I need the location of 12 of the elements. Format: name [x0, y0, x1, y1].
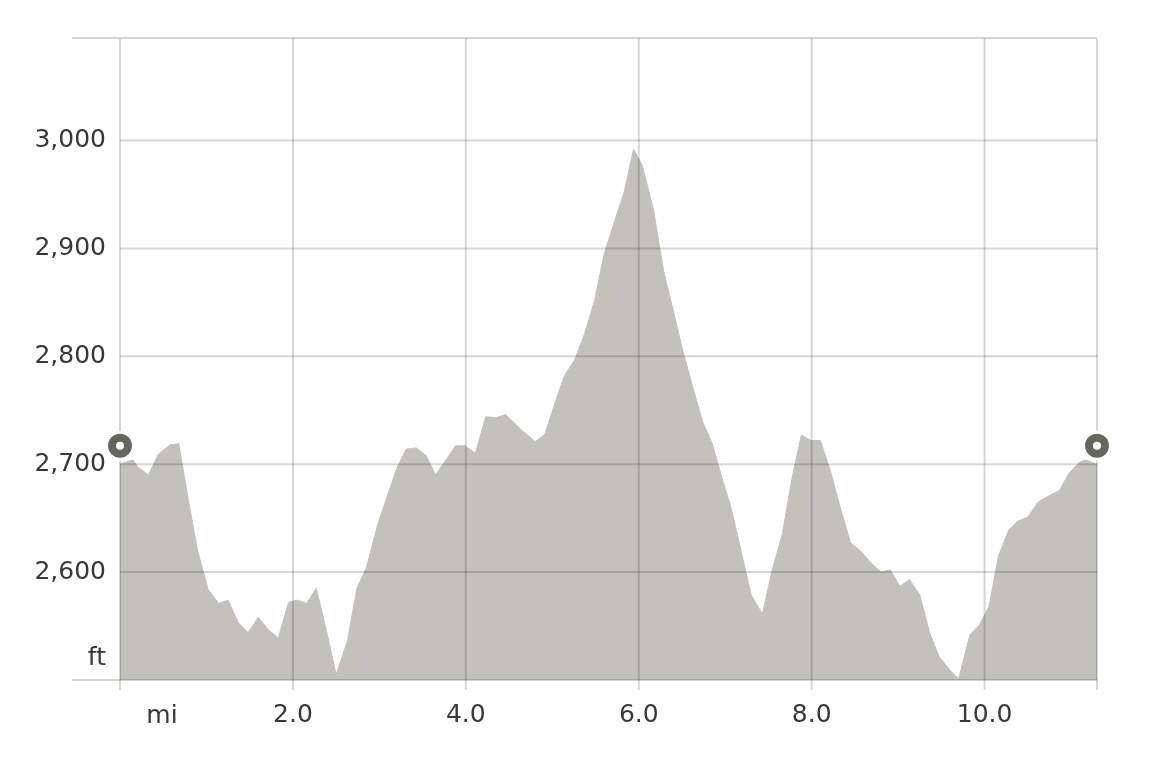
x-tick-label: 4.0 [445, 698, 486, 728]
x-tick-label: 10.0 [956, 698, 1013, 728]
x-tick-label: 2.0 [273, 698, 313, 728]
y-tick-label: 2,800 [34, 339, 106, 369]
y-tick-label: 2,600 [34, 555, 106, 585]
x-tick-label: 6.0 [618, 698, 659, 728]
x-axis-title: mi [146, 699, 178, 729]
y-tick-label: 3,000 [34, 124, 106, 153]
y-axis-title: ft [87, 641, 107, 671]
y-tick-label: 2,900 [34, 231, 106, 261]
y-tick-label: 2,700 [34, 447, 106, 477]
x-tick-label: 8.0 [791, 698, 832, 728]
